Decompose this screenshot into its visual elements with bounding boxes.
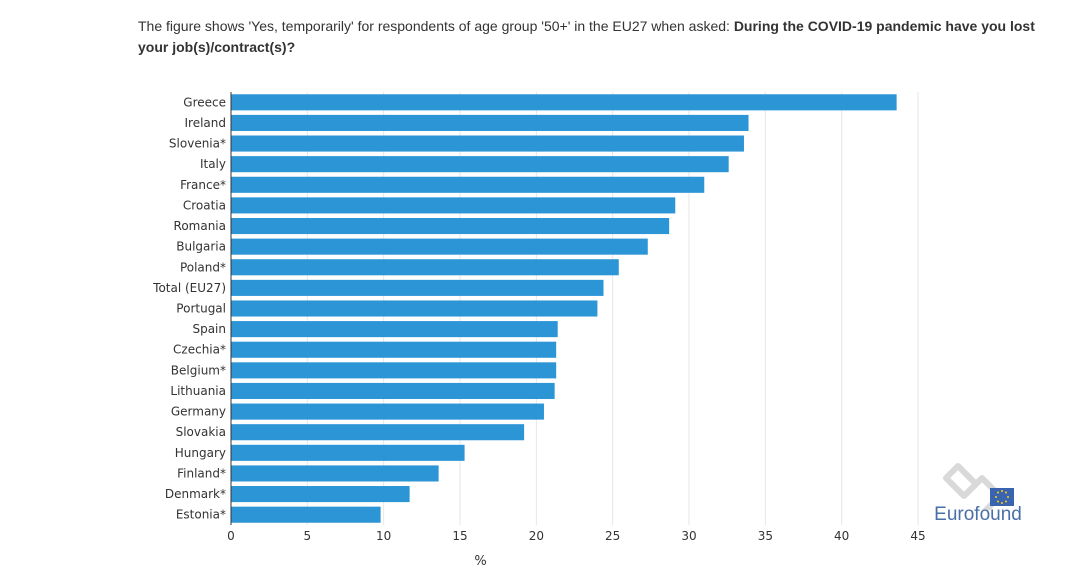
bar[interactable] bbox=[231, 94, 897, 111]
x-tick-label: 35 bbox=[758, 529, 773, 543]
category-label: Ireland bbox=[184, 116, 226, 130]
category-label: Total (EU27) bbox=[152, 281, 226, 295]
bar[interactable] bbox=[231, 506, 381, 523]
category-label: Slovakia bbox=[176, 425, 226, 439]
category-label: Lithuania bbox=[170, 384, 226, 398]
category-label: France* bbox=[180, 178, 226, 192]
bar[interactable] bbox=[231, 486, 410, 503]
category-label: Germany bbox=[171, 405, 226, 419]
bar[interactable] bbox=[231, 403, 544, 420]
category-label: Denmark* bbox=[165, 487, 226, 501]
category-label: Hungary bbox=[175, 446, 226, 460]
category-label: Poland* bbox=[180, 260, 226, 274]
category-label: Slovenia* bbox=[169, 137, 226, 151]
category-labels: Greece Ireland Slovenia* Italy France* Croati… bbox=[152, 95, 226, 521]
chart-caption: The figure shows 'Yes, temporarily' for … bbox=[138, 16, 1038, 58]
caption-prefix: The figure shows 'Yes, temporarily' for … bbox=[138, 18, 734, 34]
category-label: Italy bbox=[200, 157, 226, 171]
category-label: Croatia bbox=[183, 198, 226, 212]
bar[interactable] bbox=[231, 279, 604, 296]
bar[interactable] bbox=[231, 135, 744, 152]
x-tick-label: 10 bbox=[376, 529, 391, 543]
bar[interactable] bbox=[231, 465, 439, 482]
category-label: Belgium* bbox=[171, 363, 226, 377]
bar[interactable] bbox=[231, 197, 676, 214]
x-axis-title: % bbox=[474, 554, 486, 569]
x-tick-label: 25 bbox=[605, 529, 620, 543]
x-tick-label: 0 bbox=[227, 529, 235, 543]
x-tick-label: 5 bbox=[304, 529, 312, 543]
x-tick-label: 40 bbox=[834, 529, 849, 543]
x-tick-label: 20 bbox=[529, 529, 544, 543]
x-tick-label: 15 bbox=[452, 529, 467, 543]
bar[interactable] bbox=[231, 424, 525, 441]
category-label: Bulgaria bbox=[176, 240, 226, 254]
bar[interactable] bbox=[231, 444, 465, 461]
bar[interactable] bbox=[231, 321, 558, 338]
bar[interactable] bbox=[231, 217, 670, 235]
category-label: Portugal bbox=[176, 302, 226, 316]
x-tick-labels: 0 5 10 15 20 25 30 35 40 45 bbox=[227, 529, 925, 543]
category-label: Romania bbox=[174, 219, 226, 233]
bar[interactable] bbox=[231, 156, 729, 173]
eurofound-logo-icon bbox=[943, 463, 1014, 517]
category-label: Spain bbox=[192, 322, 226, 336]
category-label: Greece bbox=[183, 95, 226, 109]
caption-question: During the COVID-19 pandemic have you lo… bbox=[138, 18, 1035, 55]
eurofound-logo: Eurofound bbox=[930, 460, 1026, 526]
category-label: Czechia* bbox=[173, 343, 226, 357]
x-tick-label: 45 bbox=[910, 529, 925, 543]
category-label: Estonia* bbox=[176, 508, 226, 522]
x-tick-label: 30 bbox=[681, 529, 696, 543]
bar[interactable] bbox=[231, 382, 555, 400]
bar[interactable] bbox=[231, 259, 619, 276]
bar[interactable] bbox=[231, 362, 557, 379]
bar[interactable] bbox=[231, 238, 648, 255]
category-label: Finland* bbox=[177, 466, 226, 480]
bar[interactable] bbox=[231, 341, 557, 358]
bar[interactable] bbox=[231, 114, 749, 131]
bar[interactable] bbox=[231, 176, 705, 193]
eurofound-logo-text: Eurofound bbox=[934, 504, 1022, 525]
bar[interactable] bbox=[231, 300, 598, 317]
bars bbox=[231, 94, 897, 523]
